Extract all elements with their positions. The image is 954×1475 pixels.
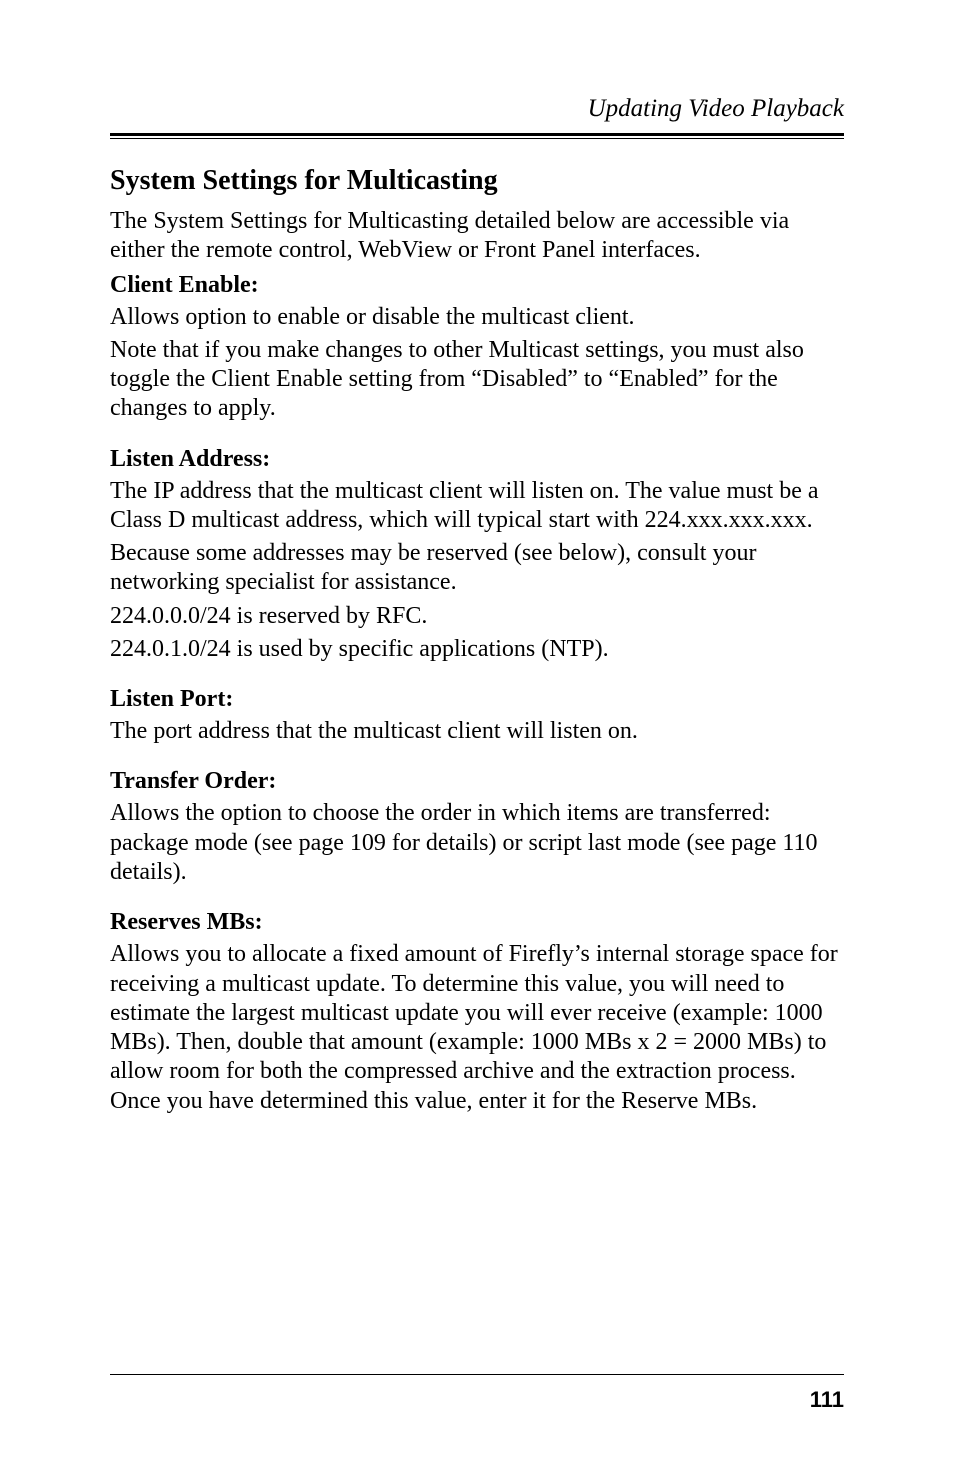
subheading-listen-port: Listen Port: [110, 686, 844, 713]
footer-rule [110, 1374, 844, 1375]
listen-address-p3: 224.0.0.0/24 is reserved by RFC. [110, 602, 844, 631]
client-enable-p2: Note that if you make changes to other M… [110, 336, 844, 424]
header-rule-thin [110, 138, 844, 139]
client-enable-p1: Allows option to enable or disable the m… [110, 303, 844, 332]
subheading-transfer-order: Transfer Order: [110, 768, 844, 795]
subheading-client-enable: Client Enable: [110, 272, 844, 299]
page-number: 111 [810, 1387, 844, 1413]
transfer-order-p1: Allows the option to choose the order in… [110, 799, 844, 887]
listen-address-p1: The IP address that the multicast client… [110, 477, 844, 536]
listen-port-p1: The port address that the multicast clie… [110, 717, 844, 746]
listen-address-p4: 224.0.1.0/24 is used by specific applica… [110, 635, 844, 664]
listen-address-p2: Because some addresses may be reserved (… [110, 539, 844, 598]
running-header: Updating Video Playback [110, 95, 844, 123]
section-heading-main: System Settings for Multicasting [110, 165, 844, 197]
header-rule-thick [110, 133, 844, 136]
subheading-listen-address: Listen Address: [110, 446, 844, 473]
subheading-reserves-mbs: Reserves MBs: [110, 909, 844, 936]
reserves-mbs-p1: Allows you to allocate a fixed amount of… [110, 940, 844, 1116]
intro-paragraph: The System Settings for Multicasting det… [110, 207, 844, 266]
